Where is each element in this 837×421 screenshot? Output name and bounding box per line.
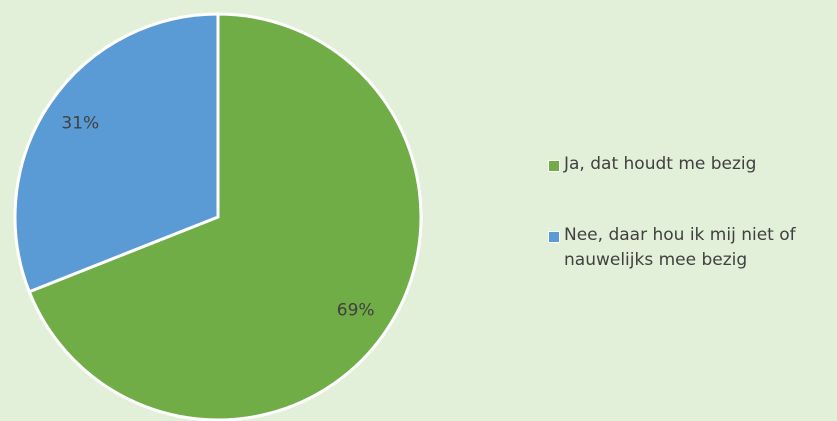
data-label: 31% — [61, 113, 99, 133]
data-label: 69% — [337, 301, 375, 321]
legend-item: Ja, dat houdt me bezig — [548, 152, 833, 177]
legend-swatch — [548, 231, 560, 243]
legend-label: Ja, dat houdt me bezig — [564, 154, 757, 174]
legend-label: Nee, daar hou ik mij niet of nauwelijks … — [564, 225, 796, 270]
legend-item: Nee, daar hou ik mij niet of nauwelijks … — [548, 223, 833, 273]
pie-slice — [13, 12, 220, 294]
pie-slice — [27, 12, 423, 421]
legend: Ja, dat houdt me bezig Nee, daar hou ik m… — [548, 152, 833, 319]
legend-swatch — [548, 160, 560, 172]
